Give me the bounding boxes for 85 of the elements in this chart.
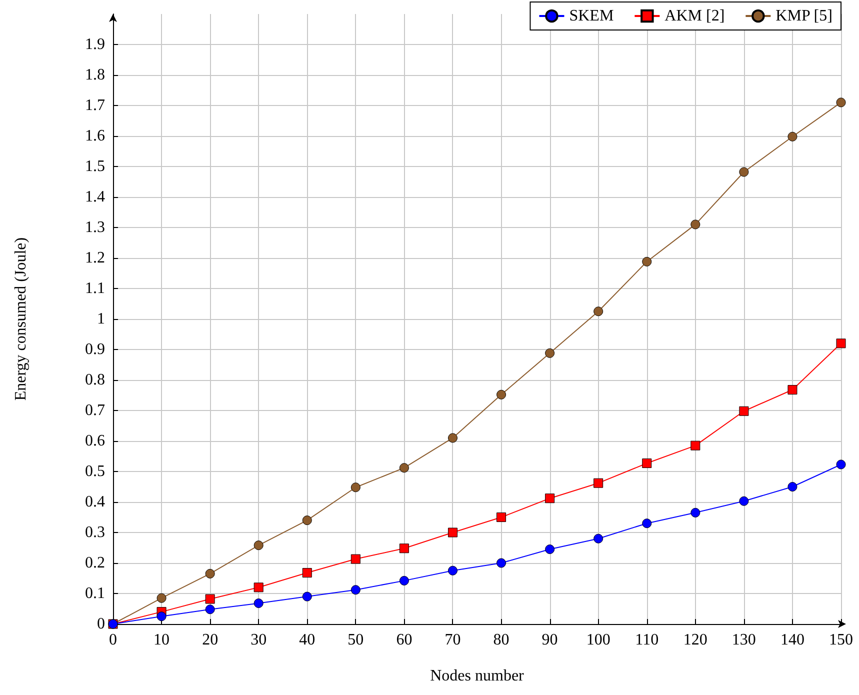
y-tick-label: 0.1 — [85, 585, 105, 602]
point — [302, 516, 312, 526]
point — [350, 554, 360, 564]
y-tick-label: 1.9 — [85, 36, 105, 53]
x-tick-label: 110 — [635, 632, 659, 648]
point — [496, 512, 506, 522]
point — [836, 338, 846, 348]
point — [545, 348, 555, 358]
y-tick-label: 1 — [97, 310, 105, 328]
x-tick-label: 0 — [109, 632, 117, 648]
point — [642, 256, 652, 266]
y-tick-label: 0.6 — [85, 432, 105, 450]
point — [302, 592, 312, 602]
x-tick-label: 10 — [154, 632, 170, 648]
point — [448, 528, 458, 538]
y-tick-label: 0.5 — [85, 463, 105, 480]
point — [545, 494, 555, 504]
x-tick-label: 120 — [683, 632, 708, 648]
y-tick-label: 0.3 — [85, 524, 105, 541]
x-tick-label: 50 — [348, 632, 364, 648]
y-tick-label: 0 — [97, 616, 105, 632]
x-tick-label: 100 — [586, 632, 610, 648]
point — [254, 598, 264, 608]
point — [448, 433, 458, 443]
point — [156, 612, 166, 622]
y-tick-label: 0.7 — [85, 402, 105, 419]
point — [254, 582, 264, 592]
x-tick-label: 70 — [444, 632, 461, 648]
point — [788, 132, 798, 142]
point — [302, 568, 312, 578]
point — [156, 593, 166, 603]
point — [739, 167, 749, 177]
point — [496, 390, 506, 400]
y-tick-label: 1.2 — [85, 250, 105, 266]
point — [205, 604, 215, 614]
point — [399, 463, 409, 473]
y-tick-label: 0.4 — [85, 494, 105, 510]
y-tick-label: 1.1 — [85, 280, 105, 297]
legend-label: SKEM — [569, 8, 614, 24]
y-tick-label: 1.6 — [85, 128, 105, 144]
point — [350, 585, 360, 595]
point — [836, 460, 846, 470]
point — [690, 440, 700, 450]
x-tick-label: 60 — [396, 632, 412, 648]
y-tick-label: 1.3 — [85, 219, 105, 236]
point — [594, 306, 604, 316]
point — [254, 540, 264, 550]
y-tick-label: 1.4 — [85, 188, 105, 206]
y-tick-label: 0.9 — [85, 341, 105, 358]
x-tick-label: 20 — [202, 632, 218, 648]
x-axis-title: Nodes number — [430, 668, 525, 684]
point — [399, 544, 409, 554]
point — [739, 496, 749, 506]
point — [788, 385, 798, 395]
y-tick-label: 1.8 — [85, 66, 105, 84]
point — [788, 482, 798, 492]
point — [690, 508, 700, 518]
legend-label: AKM [2] — [664, 8, 725, 24]
point — [205, 568, 215, 578]
y-tick-label: 0.2 — [85, 554, 105, 572]
point — [690, 220, 700, 230]
point — [642, 518, 652, 528]
legend-label: KMP [5] — [776, 8, 832, 24]
point — [642, 458, 652, 468]
point — [594, 478, 604, 488]
x-tick-label: 30 — [250, 632, 267, 648]
y-axis-title: Energy consumed (Joule) — [12, 237, 30, 401]
x-tick-label: 140 — [780, 632, 804, 648]
point — [448, 566, 458, 576]
x-tick-label: 90 — [542, 632, 558, 648]
point — [545, 544, 555, 554]
y-tick-label: 1.5 — [85, 158, 105, 175]
y-tick-label: 1.7 — [85, 97, 105, 114]
point — [496, 558, 506, 568]
point — [836, 98, 846, 108]
x-tick-label: 40 — [299, 632, 316, 648]
point — [594, 534, 604, 544]
point — [205, 594, 215, 604]
point — [739, 406, 749, 416]
y-tick-label: 0.8 — [85, 372, 105, 388]
point — [399, 576, 409, 586]
x-tick-label: 150 — [829, 632, 853, 648]
x-tick-label: 80 — [493, 632, 510, 648]
point — [350, 482, 360, 492]
x-tick-label: 130 — [732, 632, 756, 648]
